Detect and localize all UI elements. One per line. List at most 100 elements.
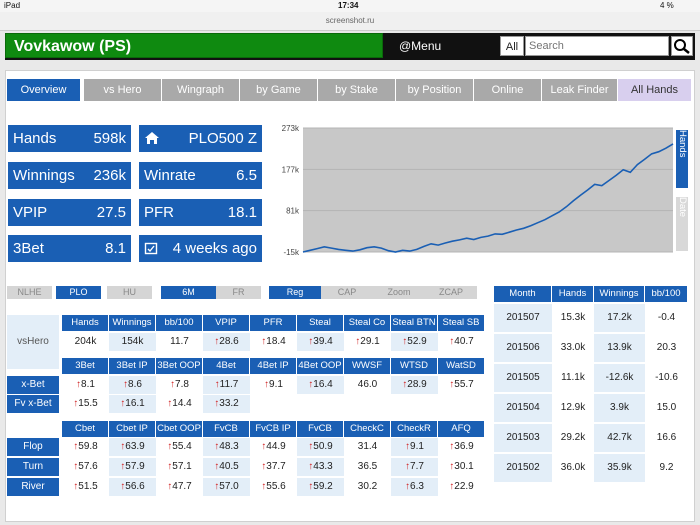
col-header: Hands [62, 315, 109, 331]
stat-value: 46.0 [357, 379, 378, 390]
monthly-cell: 15.0 [645, 394, 688, 422]
up-arrow-icon: ↑ [214, 441, 220, 452]
tab-vs-hero[interactable]: vs Hero [84, 79, 162, 101]
stat-cell: ↑6.3 [391, 478, 438, 496]
vshero-label: vsHero [17, 336, 49, 347]
filter-zcap[interactable]: ZCAP [425, 286, 477, 299]
monthly-cell: 17.2k [594, 304, 645, 332]
monthly-cell: 36.0k [552, 454, 594, 482]
stat-cell: ↑11.7 [203, 376, 250, 394]
monthly-col-header: bb/100 [645, 286, 688, 302]
stat-cell: ↑57.6 [62, 458, 109, 476]
stat-value: 9.1 [410, 441, 424, 452]
stat-cell: ↑16.1 [109, 395, 156, 413]
stat-cell: ↑57.9 [109, 458, 156, 476]
col-header: Steal SB [438, 315, 485, 331]
filter-hu[interactable]: HU [107, 286, 152, 299]
filter-zoom[interactable]: Zoom [373, 286, 425, 299]
chart-tab-hands[interactable]: Hands [676, 130, 688, 188]
col-header: 4Bet OOP [297, 358, 344, 374]
battery-level: 4 % [660, 1, 674, 10]
filter-nlhe[interactable]: NLHE [7, 286, 52, 299]
stat-cell: ↑59.2 [297, 478, 344, 496]
up-arrow-icon: ↑ [449, 481, 455, 492]
menu-button[interactable]: @Menu [399, 39, 442, 53]
wingraph-chart: 273k 177k 81k -15k [271, 123, 681, 259]
up-arrow-icon: ↑ [449, 461, 455, 472]
tab-by-stake[interactable]: by Stake [318, 79, 396, 101]
tab-all-hands[interactable]: All Hands [618, 79, 692, 101]
monthly-cell: 11.1k [552, 364, 594, 392]
up-arrow-icon: ↑ [449, 336, 455, 347]
calendar-check-icon [144, 242, 158, 255]
stat-value: 16.1 [125, 398, 145, 409]
chart-tab-date-label: Date [677, 197, 688, 218]
col-header: bb/100 [156, 315, 203, 331]
up-arrow-icon: ↑ [405, 481, 411, 492]
tab-leak-finder[interactable]: Leak Finder [542, 79, 618, 101]
stat-value: 28.6 [219, 336, 239, 347]
stat-value: 57.9 [125, 461, 145, 472]
url-host: screenshot.ru [325, 16, 375, 25]
monthly-cell: 13.9k [594, 334, 645, 362]
stat-value: 30.2 [357, 481, 378, 492]
up-arrow-icon: ↑ [402, 336, 408, 347]
col-header: 3Bet OOP [156, 358, 203, 374]
up-arrow-icon: ↑ [170, 379, 176, 390]
filter-cap[interactable]: CAP [321, 286, 373, 299]
filter-reg[interactable]: Reg [269, 286, 321, 299]
row-label-turn: Turn [7, 458, 59, 476]
search-scope-button[interactable]: All [500, 36, 524, 56]
up-arrow-icon: ↑ [449, 379, 455, 390]
monthly-cell: 42.7k [594, 424, 645, 452]
tab-overview[interactable]: Overview [7, 79, 81, 101]
y-tick-label: 273k [282, 124, 300, 133]
stat-cell: ↑40.5 [203, 458, 250, 476]
stat-value: 50.9 [313, 441, 333, 452]
up-arrow-icon: ↑ [76, 379, 82, 390]
tab-online[interactable]: Online [474, 79, 542, 101]
monthly-cell: 201503 [494, 424, 552, 452]
stat-cell: 36.5 [344, 458, 391, 476]
stat-cell: ↑28.6 [203, 333, 250, 351]
stat-cell: ↑50.9 [297, 438, 344, 456]
search-button[interactable] [671, 36, 693, 56]
stat-cell: ↑57.0 [203, 478, 250, 496]
stat-cell: ↑18.4 [250, 333, 297, 351]
monthly-cell: 20.3 [645, 334, 688, 362]
up-arrow-icon: ↑ [261, 441, 267, 452]
address-bar[interactable]: screenshot.ru [0, 12, 700, 31]
stat-value: 37.7 [266, 461, 286, 472]
col-header: FvCB IP [250, 421, 297, 437]
stat-cell: ↑56.6 [109, 478, 156, 496]
tab-by-position[interactable]: by Position [396, 79, 474, 101]
search-input[interactable] [525, 36, 669, 56]
stat-value: 29.1 [360, 336, 380, 347]
col-header: Cbet [62, 421, 109, 437]
filter-plo[interactable]: PLO [56, 286, 101, 299]
stat-value: 15.5 [78, 398, 98, 409]
stat-cell: ↑59.8 [62, 438, 109, 456]
up-arrow-icon: ↑ [261, 481, 267, 492]
stat-cell: ↑8.1 [62, 376, 109, 394]
chart-tab-hands-label: Hands [677, 130, 688, 158]
stat-last-seen: 4 weeks ago [139, 235, 262, 262]
home-icon [145, 132, 159, 144]
stat-value: 28.9 [407, 379, 427, 390]
stat-winrate: Winrate 6.5 [139, 162, 262, 189]
up-arrow-icon: ↑ [120, 481, 126, 492]
filter-6m[interactable]: 6M [161, 286, 216, 299]
stat-value: 9.1 [269, 379, 283, 390]
player-title: Vovkawow (PS) [5, 33, 383, 58]
up-arrow-icon: ↑ [120, 461, 126, 472]
stat-winnings: Winnings 236k [8, 162, 131, 189]
up-arrow-icon: ↑ [308, 481, 314, 492]
filter-fr[interactable]: FR [216, 286, 261, 299]
up-arrow-icon: ↑ [214, 481, 220, 492]
tab-wingraph[interactable]: Wingraph [162, 79, 240, 101]
stat-value: 48.3 [219, 441, 239, 452]
chart-tab-date[interactable]: Date [676, 197, 688, 251]
stat-cell: ↑22.9 [438, 478, 485, 496]
tab-by-game[interactable]: by Game [240, 79, 318, 101]
stat-value: 7.8 [175, 379, 189, 390]
